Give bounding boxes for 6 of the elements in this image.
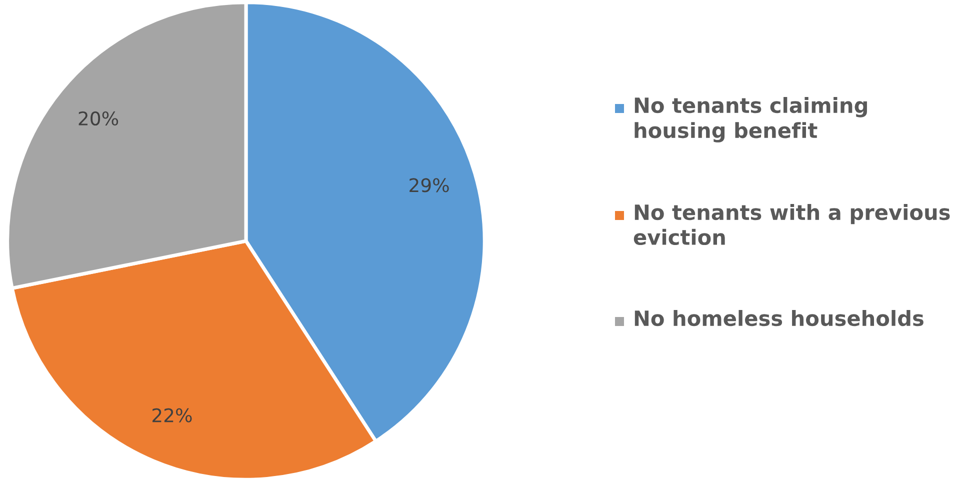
data-label: 29%	[410, 178, 449, 192]
legend-label: No homeless households	[634, 310, 924, 326]
legend-label: No tenants claiming housing benefit	[634, 97, 867, 142]
data-label: 20%	[78, 111, 118, 126]
legend-label: No tenants with a previous eviction	[634, 204, 950, 246]
data-label: 22%	[152, 408, 192, 422]
